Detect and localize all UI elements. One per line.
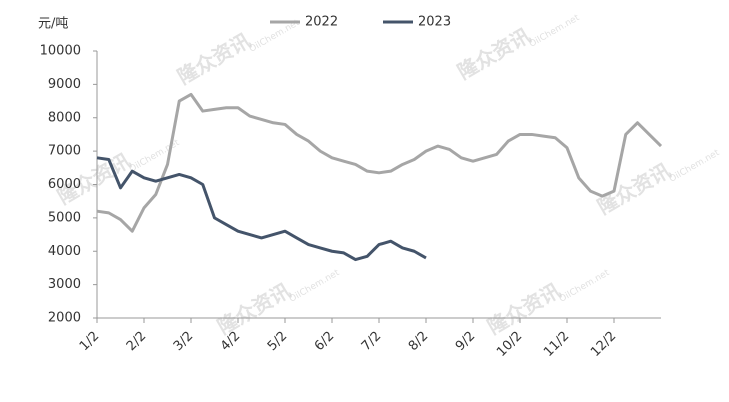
x-tick-label: 2/2 [124,329,149,354]
legend-label: 2023 [418,15,451,30]
watermark: 隆众资讯 [593,158,674,219]
y-tick-label: 2000 [48,311,81,326]
legend-label: 2022 [305,15,338,30]
y-tick-label: 9000 [48,77,81,92]
x-tick-label: 3/2 [171,329,196,354]
x-tick-label: 6/2 [312,329,337,354]
x-tick-label: 1/2 [77,329,102,354]
y-tick-label: 6000 [48,177,81,192]
x-tick-label: 8/2 [406,329,431,354]
watermark: 隆众资讯 [213,278,294,339]
x-tick-label: 11/2 [541,329,572,360]
watermark-site: OilChem.net [558,268,612,305]
y-axis-unit: 元/吨 [38,17,68,32]
watermark: 隆众资讯 [453,23,534,84]
y-tick-label: 4000 [48,244,81,259]
y-tick-label: 7000 [48,144,81,159]
x-tick-label: 7/2 [359,329,384,354]
x-tick-label: 5/2 [265,329,290,354]
watermark-site: OilChem.net [668,148,722,185]
x-tick-label: 12/2 [588,329,619,360]
y-tick-label: 3000 [48,277,81,292]
watermark-site: OilChem.net [128,138,182,175]
watermark: 隆众资讯 [173,28,254,89]
watermark: 隆众资讯 [483,278,564,339]
y-tick-label: 8000 [48,110,81,125]
watermark-site: OilChem.net [528,13,582,50]
x-tick-label: 9/2 [453,329,478,354]
series-line [96,156,427,262]
watermark-site: OilChem.net [288,268,342,305]
series-line [96,92,663,233]
y-tick-label: 5000 [48,210,81,225]
y-tick-label: 10000 [40,44,81,59]
